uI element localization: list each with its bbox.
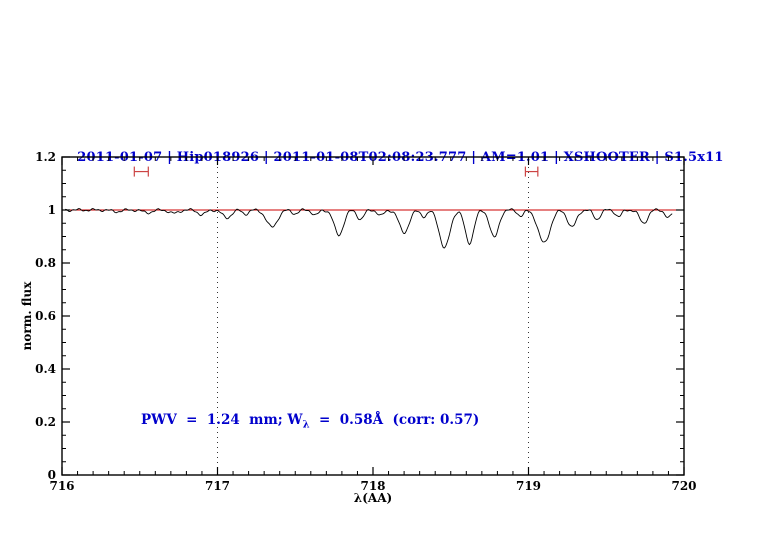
y-tick-label: 0.6 xyxy=(35,309,56,323)
pwv-annotation-sub: λ xyxy=(302,419,310,431)
y-axis-label-text: norm. flux xyxy=(20,281,34,351)
pwv-annotation-suffix: = 0.58Å (corr: 0.57) xyxy=(309,412,480,428)
pwv-annotation-prefix: PWV = 1.24 mm; W xyxy=(141,412,303,428)
y-tick-label: 1.2 xyxy=(35,150,56,164)
x-tick-label: 718 xyxy=(360,479,385,493)
y-tick-label: 0 xyxy=(48,468,56,482)
x-tick-label: 719 xyxy=(516,479,541,493)
y-tick-label: 1 xyxy=(48,203,56,217)
y-tick-label: 0.8 xyxy=(35,256,56,270)
y-tick-label: 0.4 xyxy=(35,362,56,376)
x-axis-label-text: λ(AA) xyxy=(353,491,393,505)
pwv-annotation: PWV = 1.24 mm; Wλ = 0.58Å (corr: 0.57) xyxy=(141,412,479,431)
x-tick-label: 717 xyxy=(205,479,230,493)
spectrum-curve xyxy=(65,208,673,249)
x-tick-label: 716 xyxy=(49,479,74,493)
x-tick-label: 720 xyxy=(671,479,696,493)
x-axis-label: λ(AA) xyxy=(62,491,684,505)
y-axis-label: norm. flux xyxy=(20,282,34,351)
y-tick-label: 0.2 xyxy=(35,415,56,429)
